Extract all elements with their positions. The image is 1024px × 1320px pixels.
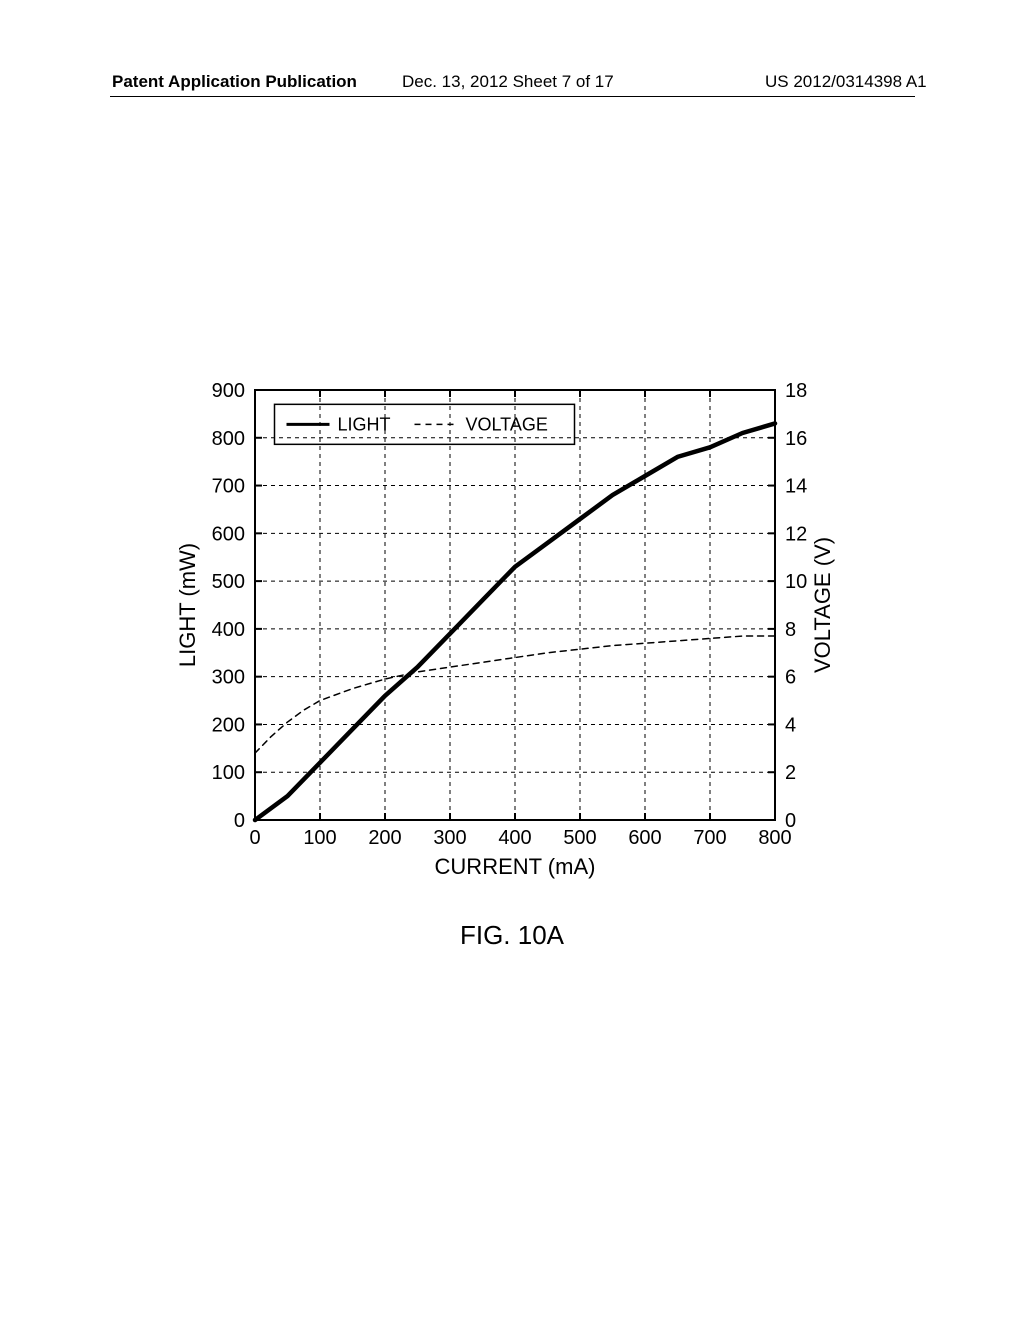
y-axis-right-label: VOLTAGE (V) — [810, 537, 835, 673]
ytick-left-label: 300 — [212, 667, 245, 689]
ytick-left-label: 0 — [234, 810, 245, 832]
ytick-right-label: 0 — [785, 810, 796, 832]
xtick-label: 100 — [303, 827, 336, 849]
ytick-left-label: 700 — [212, 476, 245, 498]
ytick-left-label: 200 — [212, 714, 245, 736]
ytick-right-label: 12 — [785, 523, 807, 545]
header-rule — [110, 96, 915, 97]
ytick-left-label: 600 — [212, 523, 245, 545]
xtick-label: 500 — [563, 827, 596, 849]
ytick-right-label: 16 — [785, 428, 807, 450]
ytick-right-label: 10 — [785, 571, 807, 593]
xtick-label: 200 — [368, 827, 401, 849]
legend-label-voltage: VOLTAGE — [466, 414, 548, 434]
chart-container: LIGHTVOLTAGE0100200300400500600700800010… — [160, 370, 860, 890]
ytick-right-label: 6 — [785, 667, 796, 689]
y-axis-left-label: LIGHT (mW) — [175, 543, 200, 667]
page-root: Patent Application Publication Dec. 13, … — [0, 0, 1024, 1320]
ytick-left-label: 100 — [212, 762, 245, 784]
ytick-left-label: 400 — [212, 619, 245, 641]
ytick-right-label: 8 — [785, 619, 796, 641]
ytick-right-label: 18 — [785, 380, 807, 402]
ytick-right-label: 4 — [785, 714, 796, 736]
figure-label: FIG. 10A — [0, 920, 1024, 951]
xtick-label: 600 — [628, 827, 661, 849]
chart-svg: LIGHTVOLTAGE0100200300400500600700800010… — [160, 370, 860, 890]
xtick-label: 0 — [249, 827, 260, 849]
ytick-left-label: 900 — [212, 380, 245, 402]
ytick-left-label: 800 — [212, 428, 245, 450]
x-axis-label: CURRENT (mA) — [435, 854, 596, 879]
header-patent-number: US 2012/0314398 A1 — [765, 72, 927, 92]
xtick-label: 400 — [498, 827, 531, 849]
xtick-label: 300 — [433, 827, 466, 849]
page-header: Patent Application Publication Dec. 13, … — [0, 72, 1024, 102]
header-date-sheet: Dec. 13, 2012 Sheet 7 of 17 — [402, 72, 614, 92]
ytick-right-label: 14 — [785, 476, 807, 498]
legend-label-light: LIGHT — [338, 414, 391, 434]
ytick-right-label: 2 — [785, 762, 796, 784]
xtick-label: 700 — [693, 827, 726, 849]
ytick-left-label: 500 — [212, 571, 245, 593]
header-publication-label: Patent Application Publication — [112, 72, 357, 92]
